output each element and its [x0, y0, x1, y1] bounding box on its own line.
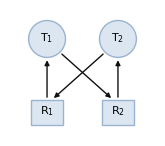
- Circle shape: [99, 21, 136, 57]
- Bar: [102, 100, 133, 125]
- Text: R$_2$: R$_2$: [111, 105, 125, 118]
- Bar: [32, 100, 63, 125]
- Text: R$_1$: R$_1$: [40, 105, 54, 118]
- Text: T$_1$: T$_1$: [40, 31, 54, 45]
- Text: T$_2$: T$_2$: [111, 31, 124, 45]
- Circle shape: [29, 21, 66, 57]
